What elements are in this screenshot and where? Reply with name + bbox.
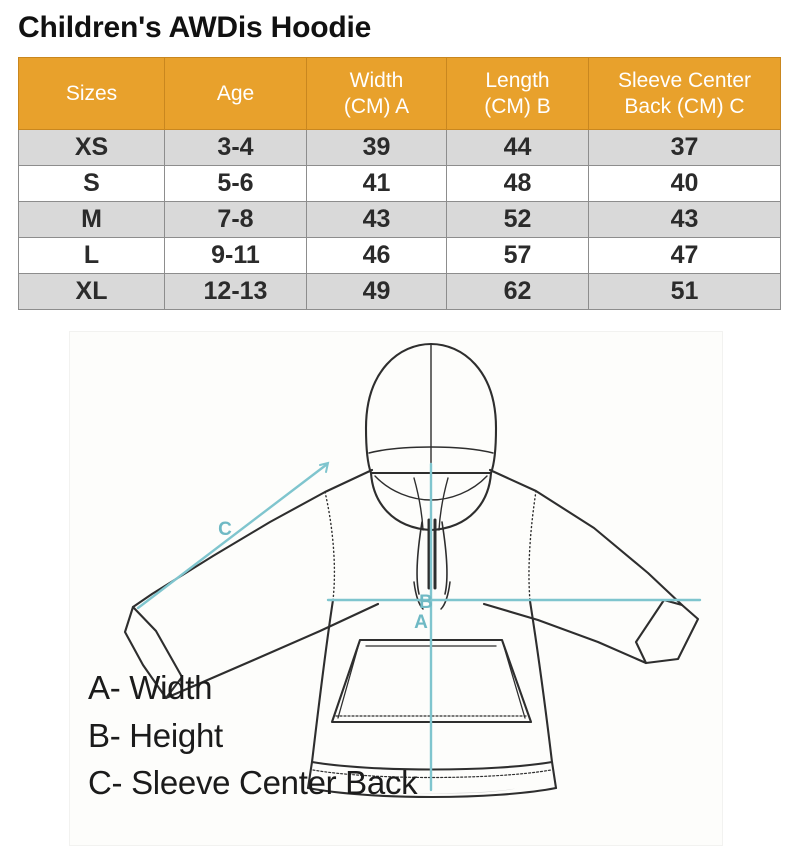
cuff-left-seam bbox=[132, 606, 157, 632]
sleeve-right-top bbox=[488, 468, 684, 607]
cell-size: L bbox=[18, 237, 165, 274]
column-header-age-line1: Age bbox=[216, 81, 255, 105]
size-chart-table: Sizes Age Width (CM) A Length (CM) B Sle… bbox=[18, 57, 781, 310]
measure-label-b: B bbox=[419, 592, 433, 613]
column-header-width-line1: Width bbox=[349, 68, 404, 92]
legend-item-a: A- Width bbox=[88, 669, 213, 706]
hem-right-edge bbox=[550, 760, 558, 790]
column-header-length-line2: (CM) B bbox=[484, 94, 551, 118]
body-side-left bbox=[310, 598, 335, 764]
drawstring-right bbox=[441, 521, 448, 595]
column-header-length-line1: Length bbox=[485, 68, 550, 92]
measure-label-a: A bbox=[414, 612, 428, 633]
cell-length: 62 bbox=[446, 273, 589, 310]
cell-age: 12-13 bbox=[164, 273, 307, 310]
measure-arrow-c-head bbox=[319, 461, 330, 473]
cell-width: 39 bbox=[306, 129, 447, 166]
cell-size: S bbox=[18, 165, 165, 202]
cell-age: 9-11 bbox=[164, 237, 307, 274]
table-row: L 9-11 46 57 47 bbox=[18, 237, 781, 274]
hem-shadow bbox=[370, 788, 518, 794]
cell-sleeve: 43 bbox=[588, 201, 781, 238]
cell-width: 46 bbox=[306, 237, 447, 274]
cell-size: M bbox=[18, 201, 165, 238]
cell-width: 41 bbox=[306, 165, 447, 202]
cell-size: XS bbox=[18, 129, 165, 166]
cell-length: 48 bbox=[446, 165, 589, 202]
cell-sleeve: 47 bbox=[588, 237, 781, 274]
table-row: XL 12-13 49 62 51 bbox=[18, 273, 781, 310]
column-header-sizes: Sizes bbox=[18, 57, 165, 130]
armhole-seam-left bbox=[324, 491, 336, 601]
column-header-age: Age bbox=[164, 57, 307, 130]
cell-size: XL bbox=[18, 273, 165, 310]
column-header-sleeve-line2: Back (CM) C bbox=[624, 94, 745, 118]
pocket-right-stitch bbox=[501, 639, 526, 719]
hem-left-edge bbox=[306, 760, 314, 790]
cell-length: 57 bbox=[446, 237, 589, 274]
table-row: M 7-8 43 52 43 bbox=[18, 201, 781, 238]
table-row: S 5-6 41 48 40 bbox=[18, 165, 781, 202]
cell-age: 3-4 bbox=[164, 129, 307, 166]
sleeve-right-bottom bbox=[482, 602, 648, 665]
body-hem-bottom bbox=[306, 786, 558, 799]
measurement-legend: A- Width B- Height C- Sleeve Center Back bbox=[88, 664, 418, 807]
cell-age: 5-6 bbox=[164, 165, 307, 202]
armhole-seam-right bbox=[528, 490, 537, 602]
pocket-left-stitch bbox=[337, 639, 361, 719]
column-header-sleeve-line1: Sleeve Center bbox=[617, 68, 752, 92]
cell-length: 52 bbox=[446, 201, 589, 238]
hoodie-technical-drawing: C A B bbox=[123, 342, 702, 799]
cell-sleeve: 51 bbox=[588, 273, 781, 310]
hoodie-illustration-panel: C A B bbox=[70, 332, 722, 845]
legend-item-b: B- Height bbox=[88, 716, 223, 754]
measure-label-c: C bbox=[218, 519, 232, 540]
drawstring-tail-right bbox=[440, 581, 451, 610]
column-header-width-line2: (CM) A bbox=[343, 94, 410, 118]
cell-width: 43 bbox=[306, 201, 447, 238]
drawstring-left bbox=[416, 521, 423, 595]
hem-stitch-line bbox=[312, 769, 552, 779]
table-header-row: Sizes Age Width (CM) A Length (CM) B Sle… bbox=[18, 57, 781, 130]
sleeve-left-bottom bbox=[164, 602, 380, 700]
column-header-sleeve: Sleeve Center Back (CM) C bbox=[588, 57, 781, 130]
cell-length: 44 bbox=[446, 129, 589, 166]
hood-fold-right bbox=[438, 477, 449, 531]
column-header-width: Width (CM) A bbox=[306, 57, 447, 130]
column-header-length: Length (CM) B bbox=[446, 57, 589, 130]
cell-width: 49 bbox=[306, 273, 447, 310]
sleeve-left-top bbox=[131, 468, 374, 609]
column-header-sizes-line1: Sizes bbox=[65, 81, 118, 105]
table-row: XS 3-4 39 44 37 bbox=[18, 129, 781, 166]
cuff-right bbox=[634, 598, 700, 665]
pocket-outline bbox=[330, 638, 533, 724]
cell-sleeve: 40 bbox=[588, 165, 781, 202]
legend-item-c: C- Sleeve Center Back bbox=[88, 764, 418, 802]
hood-fold-left bbox=[413, 477, 424, 531]
measure-line-c bbox=[136, 463, 328, 610]
body-side-right bbox=[528, 599, 554, 764]
cell-age: 7-8 bbox=[164, 201, 307, 238]
cell-sleeve: 37 bbox=[588, 129, 781, 166]
page-title: Children's AWDis Hoodie bbox=[18, 11, 372, 44]
